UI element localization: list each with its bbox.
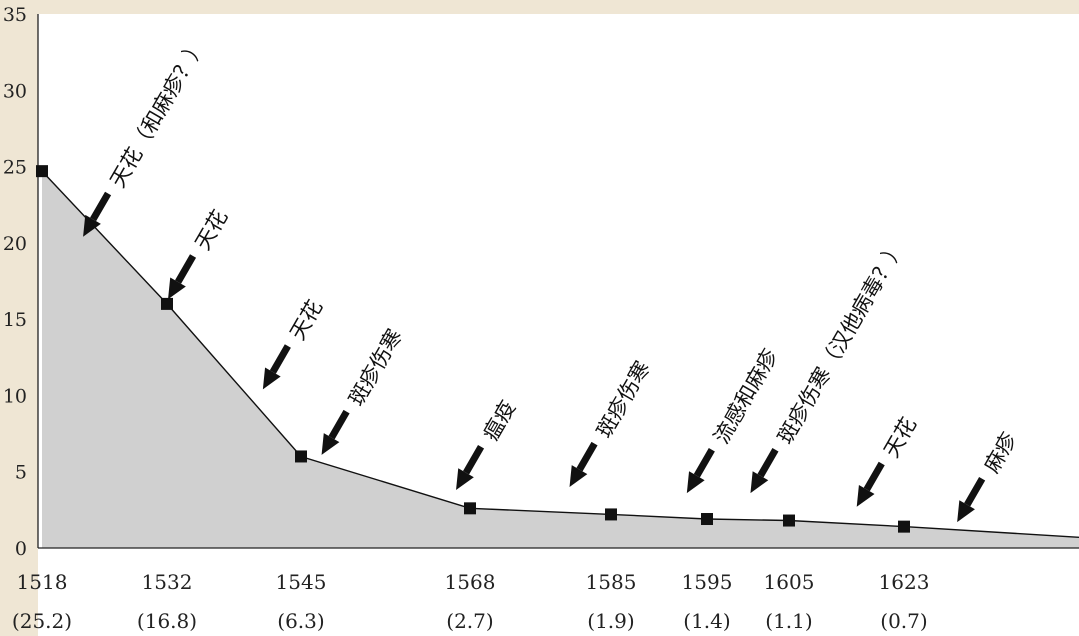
data-marker xyxy=(783,514,795,527)
annotation-arrow-head xyxy=(456,468,474,491)
annotation-arrow-head xyxy=(750,471,769,494)
annotation-arrow-head xyxy=(569,465,588,487)
annotation-arrow-head xyxy=(262,367,281,390)
annotation-arrow-shaft xyxy=(269,344,291,374)
x-tick-value: (1.4) xyxy=(683,609,730,633)
y-tick-label: 35 xyxy=(3,4,27,26)
annotation-arrow-shaft xyxy=(863,461,885,492)
x-tick-year: 1568 xyxy=(445,570,496,594)
y-tick-label: 0 xyxy=(15,538,27,560)
annotation-arrow-shaft xyxy=(757,448,779,478)
area-fill xyxy=(42,171,1079,548)
annotation-arrow-head xyxy=(168,277,186,300)
annotation-arrow-shaft xyxy=(328,409,350,440)
marker-layer xyxy=(36,165,910,533)
x-tick-value: (1.1) xyxy=(765,609,812,633)
x-tick-year: 1605 xyxy=(764,570,815,594)
annotation-arrow-shaft xyxy=(463,444,485,475)
x-tick-value: (6.3) xyxy=(277,609,324,633)
x-tick-value: (1.9) xyxy=(587,609,634,633)
annotation-arrow-shaft xyxy=(964,477,986,507)
x-tick-year: 1623 xyxy=(879,570,930,594)
annotation-arrow-head xyxy=(856,484,875,507)
data-marker xyxy=(605,508,617,521)
data-marker xyxy=(898,520,910,533)
x-tick-value: (16.8) xyxy=(137,609,197,633)
data-marker xyxy=(161,297,173,310)
x-tick-value: (25.2) xyxy=(12,609,72,633)
x-tick-year: 1518 xyxy=(17,570,68,594)
x-tick-year: 1545 xyxy=(276,570,327,594)
tick-label-layer: 0 5 10 15 20 25 30 35 1518 (25.2) 1532 (16.8) 1545 (6… xyxy=(3,4,930,633)
y-tick-label: 30 xyxy=(3,80,27,102)
data-marker xyxy=(36,165,48,178)
annotation-arrow-shaft xyxy=(576,441,598,472)
data-marker xyxy=(701,513,713,526)
data-marker xyxy=(464,502,476,515)
x-tick-value: (0.7) xyxy=(880,609,927,633)
x-tick-year: 1532 xyxy=(142,570,193,594)
annotation-arrow-head xyxy=(321,433,340,455)
x-tick-value: (2.7) xyxy=(446,609,493,633)
x-tick-year: 1595 xyxy=(682,570,733,594)
y-tick-label: 20 xyxy=(3,233,27,255)
y-tick-label: 25 xyxy=(3,157,27,179)
x-tick-year: 1585 xyxy=(586,570,637,594)
y-tick-label: 5 xyxy=(15,462,27,484)
annotation-arrow-shaft xyxy=(174,254,197,284)
annotation-arrow-shaft xyxy=(90,191,112,222)
data-marker xyxy=(295,450,307,463)
annotation-arrow-head xyxy=(686,471,705,494)
annotation-arrow-head xyxy=(957,500,975,523)
annotation-arrow-head xyxy=(83,214,101,237)
y-tick-label: 15 xyxy=(3,309,27,331)
y-tick-label: 10 xyxy=(3,385,27,407)
annotation-arrow-shaft xyxy=(693,448,715,478)
axis-layer xyxy=(37,14,1079,549)
